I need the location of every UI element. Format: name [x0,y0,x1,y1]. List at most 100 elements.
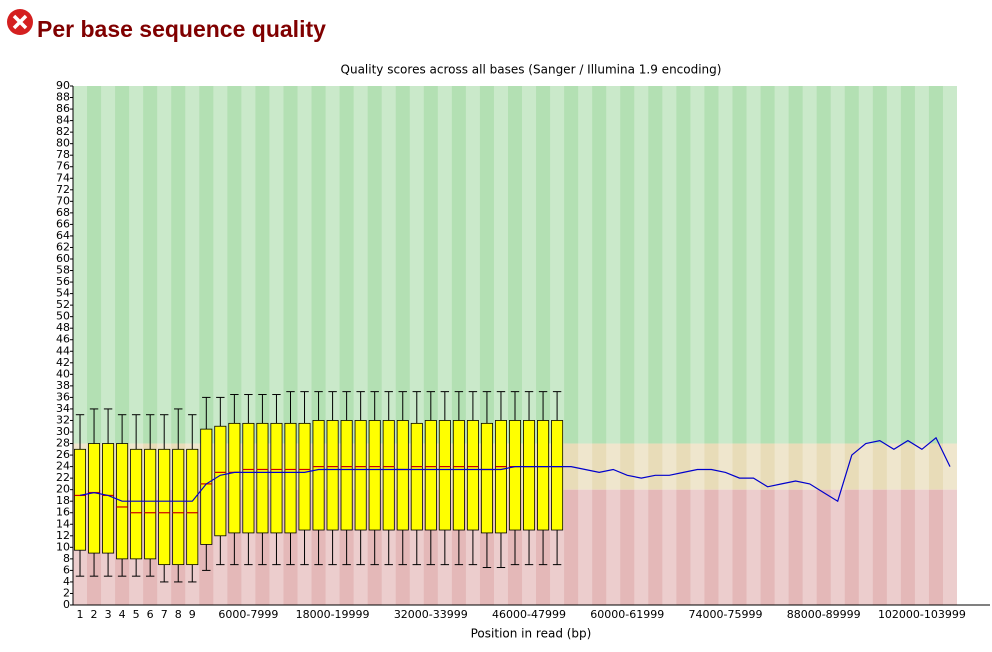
y-tick-label: 70 [56,194,70,207]
y-tick-label: 76 [56,160,70,173]
y-tick-label: 52 [56,298,70,311]
stripe [914,86,929,605]
y-tick-label: 72 [56,183,70,196]
x-tick-label: 8 [175,608,182,621]
stripe [690,86,705,605]
y-tick-label: 84 [56,114,70,127]
y-tick-label: 58 [56,264,70,277]
y-tick-label: 86 [56,102,70,115]
box [284,422,297,534]
y-tick-label: 20 [56,483,70,496]
y-tick-label: 42 [56,356,70,369]
y-tick-label: 30 [56,425,70,438]
stripe [718,86,733,605]
y-tick-label: 68 [56,206,70,219]
mean-line [79,436,951,503]
y-tick-label: 16 [56,506,70,519]
heading: Per base sequence quality [37,16,326,42]
box [270,422,283,534]
y-tick-label: 78 [56,148,70,161]
y-tick-label: 82 [56,125,70,138]
x-tick-label: 18000-19999 [296,608,370,621]
box [354,420,367,531]
stripe [606,86,621,605]
stripe [774,86,789,605]
y-tick-label: 36 [56,390,70,403]
y-tick-label: 46 [56,333,70,346]
stripe [830,86,845,605]
y-tick-label: 32 [56,413,70,426]
y-tick-label: 90 [56,79,70,92]
x-tick-label: 6 [147,608,154,621]
y-tick-label: 28 [56,437,70,450]
quality-band [73,86,957,444]
y-tick-label: 18 [56,494,70,507]
x-tick-label: 2 [91,608,98,621]
y-tick-label: 54 [56,287,70,300]
y-tick-label: 6 [63,563,70,576]
box [214,425,227,537]
y-tick-label: 60 [56,252,70,265]
y-tick-label: 80 [56,137,70,150]
y-tick-label: 2 [63,586,70,599]
x-tick-label: 60000-61999 [590,608,664,621]
x-tick-label: 88000-89999 [787,608,861,621]
box [551,420,564,531]
y-tick-label: 10 [56,540,70,553]
stripe [746,86,761,605]
box [186,448,199,566]
x-tick-label: 5 [133,608,140,621]
x-tick-label: 46000-47999 [492,608,566,621]
box [242,422,255,534]
y-tick-label: 38 [56,379,70,392]
x-tick-label: 102000-103999 [878,608,966,621]
box [88,443,101,554]
x-tick-label: 4 [119,608,126,621]
x-tick-label: 6000-7999 [218,608,278,621]
x-tick-label: 3 [105,608,112,621]
y-tick-label: 66 [56,217,70,230]
x-tick-label: 9 [189,608,196,621]
box [144,448,157,560]
x-tick-label: 32000-33999 [394,608,468,621]
x-tick-label: 74000-75999 [688,608,762,621]
box [312,420,325,531]
y-tick-label: 24 [56,460,70,473]
y-tick-label: 44 [56,344,70,357]
box [480,422,493,534]
stripe [858,86,873,605]
box [74,448,87,551]
x-axis-label: Position in read (bp) [471,627,592,641]
box [368,420,381,531]
box [466,420,479,531]
y-tick-label: 40 [56,367,70,380]
x-tick-label: 7 [161,608,168,621]
box [508,420,522,531]
box [172,448,185,566]
box [158,448,171,566]
stripe [578,86,593,605]
box [396,420,409,531]
box [523,420,536,531]
box [424,420,437,531]
box [494,420,507,534]
y-tick-label: 62 [56,240,70,253]
box [228,422,241,534]
box [256,422,269,534]
y-tick-label: 50 [56,310,70,323]
y-tick-label: 48 [56,321,70,334]
y-tick-label: 88 [56,91,70,104]
box [452,420,465,531]
y-tick-label: 4 [63,575,70,588]
y-tick-label: 64 [56,229,70,242]
box [537,420,550,531]
x-tick-label: 1 [77,608,84,621]
stripe [662,86,677,605]
box [298,422,311,531]
stripe [942,86,957,605]
box [200,428,213,545]
chart-title: Quality scores across all bases (Sanger … [341,63,722,77]
stripe [634,86,649,605]
box [340,420,353,531]
